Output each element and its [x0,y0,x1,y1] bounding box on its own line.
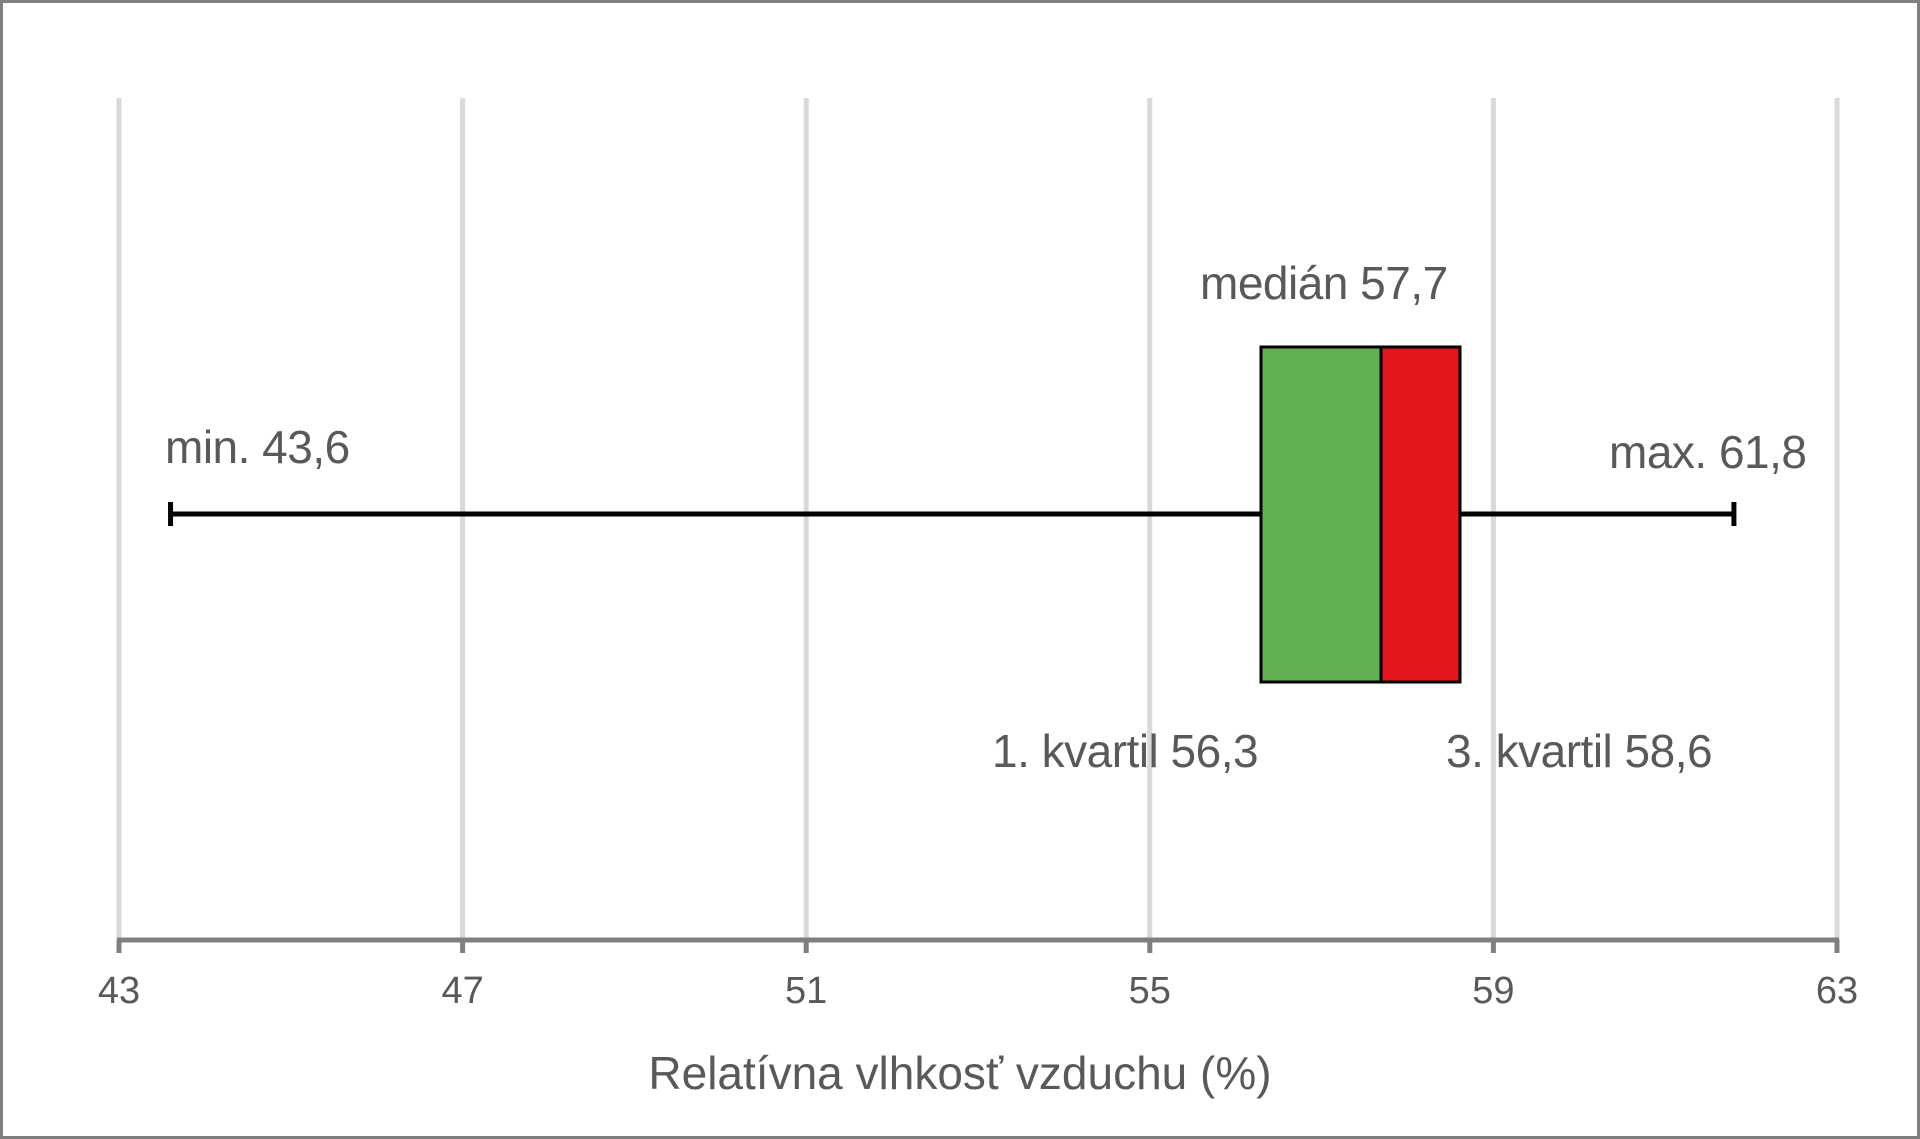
x-axis-ticks [116,940,1840,953]
tick-label: 47 [441,970,484,1012]
tick-label: 51 [785,970,828,1012]
tick-label: 63 [1815,970,1859,1012]
tick-label: 59 [1472,970,1515,1012]
tick-label: 43 [97,970,141,1012]
q1-label: 1. kvartil 56,3 [992,725,1259,777]
x-axis-title: Relatívna vlhkosť vzduchu (%) [648,1047,1272,1099]
q3-label: 3. kvartil 58,6 [1446,725,1713,777]
tick-label: 55 [1128,970,1171,1012]
median-label: medián 57,7 [1200,257,1448,309]
min-label: min. 43,6 [165,421,350,473]
whisker [168,502,1737,526]
box-upper-median-q3 [1379,345,1462,684]
gridlines [116,98,1840,940]
box-lower-q1-median [1259,345,1383,684]
max-label: max. 61,8 [1609,426,1807,478]
